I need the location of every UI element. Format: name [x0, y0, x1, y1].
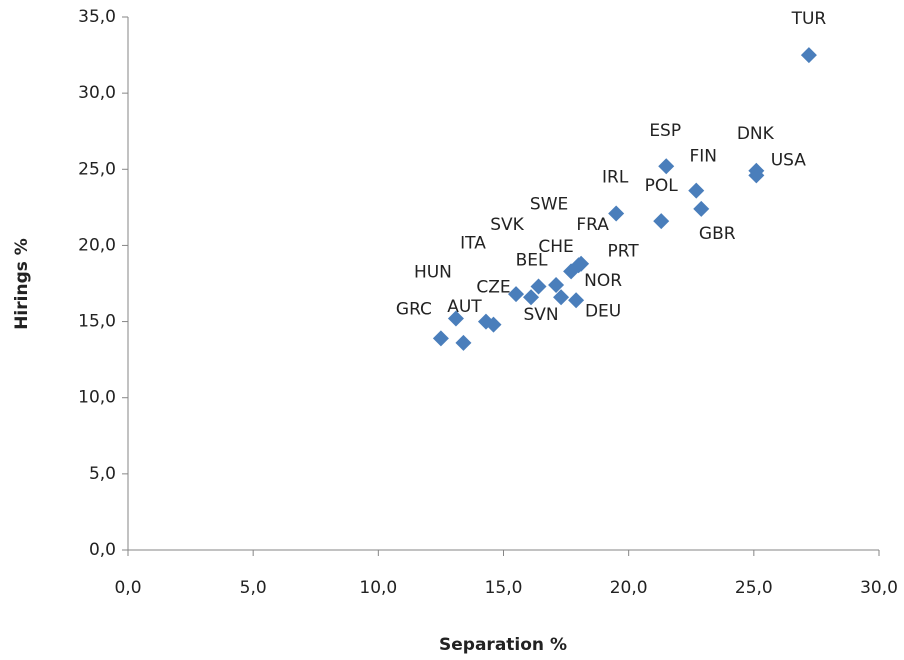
point	[608, 205, 625, 222]
point-label: FRA	[576, 215, 609, 235]
y-tick-label: 25,0	[78, 159, 116, 179]
point-label: AUT	[447, 297, 482, 317]
point	[568, 292, 585, 309]
point-label: BEL	[516, 251, 548, 271]
point	[800, 47, 817, 64]
point	[658, 158, 675, 175]
point	[748, 167, 765, 184]
point-label: CZE	[476, 278, 510, 298]
point	[693, 200, 710, 217]
y-tick-label: 5,0	[89, 464, 116, 484]
point-label: ITA	[460, 234, 486, 254]
point	[508, 286, 525, 303]
x-tick-label: 30,0	[860, 578, 898, 598]
point-label: USA	[771, 150, 807, 170]
y-tick-label: 20,0	[78, 235, 116, 255]
x-tick-label: 15,0	[485, 578, 523, 598]
point-label: DNK	[737, 124, 775, 144]
point	[432, 330, 449, 347]
point-label: NOR	[584, 271, 622, 291]
point	[530, 278, 547, 295]
point-label: SVN	[523, 305, 558, 325]
y-tick-label: 10,0	[78, 388, 116, 408]
x-tick-label: 5,0	[240, 578, 267, 598]
x-tick-label: 0,0	[114, 578, 141, 598]
point	[485, 316, 502, 333]
point-label: DEU	[585, 301, 621, 321]
x-tick-label: 10,0	[359, 578, 397, 598]
x-axis-title: Separation %	[439, 635, 567, 655]
y-axis-title: Hirings %	[12, 238, 32, 330]
y-tick-label: 0,0	[89, 540, 116, 560]
point	[553, 289, 570, 306]
y-tick-label: 15,0	[78, 312, 116, 332]
point	[548, 277, 565, 294]
point-label: SVK	[490, 215, 524, 235]
point-label: SWE	[530, 194, 568, 214]
point-label: ESP	[649, 121, 681, 141]
point	[447, 310, 464, 327]
x-tick-label: 25,0	[735, 578, 773, 598]
point	[653, 213, 670, 230]
x-tick-label: 20,0	[610, 578, 648, 598]
y-tick-label: 30,0	[78, 83, 116, 103]
point-label: IRL	[602, 167, 629, 187]
point-label: FIN	[689, 147, 717, 167]
point-label: CHE	[538, 237, 573, 257]
point	[523, 289, 540, 306]
point	[573, 255, 590, 272]
point-label: HUN	[414, 263, 452, 283]
point-label: TUR	[791, 9, 827, 29]
point-label: GRC	[396, 299, 432, 319]
point-label: POL	[645, 176, 679, 196]
point	[688, 182, 705, 199]
point-label: PRT	[607, 242, 639, 262]
point-label: GBR	[699, 224, 736, 244]
point	[455, 334, 472, 351]
y-tick-label: 35,0	[78, 7, 116, 27]
